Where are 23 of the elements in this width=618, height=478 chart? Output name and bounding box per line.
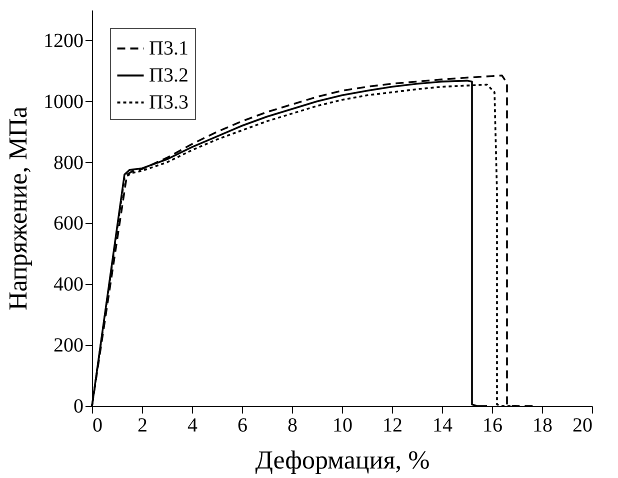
x-tick-label: 20 <box>572 414 592 436</box>
y-tick-label: 400 <box>54 274 84 296</box>
x-tick-label: 18 <box>532 414 552 436</box>
x-tick-label: 4 <box>188 414 198 436</box>
x-tick-label: 14 <box>432 414 452 436</box>
x-tick-label: 8 <box>288 414 298 436</box>
y-tick-label: 800 <box>54 152 84 174</box>
legend-label: П3.2 <box>149 64 188 86</box>
y-tick-label: 1200 <box>44 30 84 52</box>
x-tick-label: 2 <box>138 414 148 436</box>
x-axis-title: Деформация, % <box>255 446 430 474</box>
y-tick-label: 600 <box>54 212 84 235</box>
x-tick-label: 16 <box>482 414 502 436</box>
y-axis-title: Напряжение, МПа <box>4 106 32 310</box>
x-tick-label: 10 <box>332 414 352 436</box>
y-tick-label: 200 <box>54 334 84 357</box>
x-tick-label: 0 <box>92 414 102 436</box>
x-tick-label: 6 <box>238 414 248 436</box>
legend-label: П3.1 <box>149 38 188 60</box>
y-tick-label: 0 <box>74 396 84 418</box>
x-tick-label: 12 <box>382 414 402 436</box>
legend-label: П3.3 <box>149 92 188 114</box>
y-tick-label: 1000 <box>44 90 84 113</box>
